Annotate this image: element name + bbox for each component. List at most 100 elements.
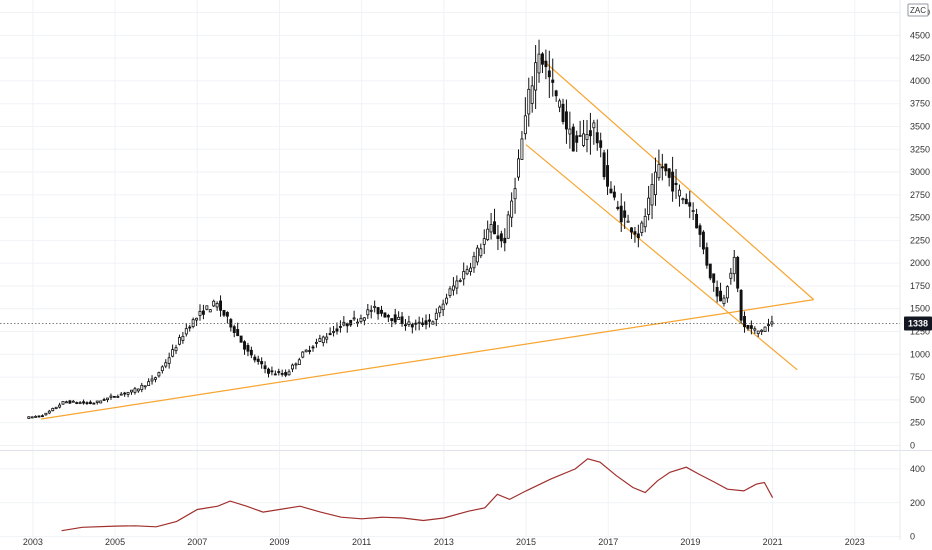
candle-body	[287, 371, 291, 376]
candle-body	[75, 402, 79, 404]
candle-body	[140, 384, 144, 391]
candle-body	[770, 321, 774, 325]
candle-body	[123, 392, 127, 395]
candle-body	[393, 314, 397, 323]
candle-body	[438, 306, 442, 314]
candle-body	[212, 300, 216, 307]
candle-body	[681, 198, 685, 201]
candle-body	[746, 324, 750, 329]
candle-body	[445, 297, 449, 304]
candle-body	[136, 388, 140, 392]
candle-body	[291, 364, 294, 370]
candle-body	[756, 330, 760, 334]
candle-body	[359, 317, 363, 322]
candle-body	[767, 324, 770, 327]
candle-body	[441, 303, 445, 311]
y-tick-label: 2000	[910, 258, 930, 268]
candle-body	[482, 238, 486, 245]
y-tick-label: 2750	[910, 190, 930, 200]
candle-body	[708, 263, 712, 279]
candle-body	[239, 335, 243, 343]
candle-body	[558, 100, 562, 108]
candle-body	[725, 286, 729, 299]
candle-body	[472, 255, 476, 269]
x-tick-label: 2019	[680, 537, 700, 547]
x-tick-label: 2015	[516, 537, 536, 547]
candle-body	[154, 377, 157, 380]
candle-body	[362, 317, 366, 321]
y-tick-label: 3500	[910, 121, 930, 131]
candle-body	[318, 338, 322, 342]
candle-body	[150, 378, 154, 382]
candle-body	[736, 256, 740, 289]
candle-body	[198, 310, 202, 316]
candle-body	[636, 233, 640, 239]
candle-body	[249, 349, 253, 356]
y-tick-label: 2250	[910, 235, 930, 245]
candle-body	[630, 227, 633, 233]
candle-body	[37, 415, 41, 418]
trendline-channel-lower[interactable]	[525, 144, 798, 371]
candle-body	[404, 324, 407, 327]
candle-body	[705, 247, 709, 266]
candle-body	[400, 316, 404, 324]
y-tick-label: 1750	[910, 281, 930, 291]
currency-box	[907, 3, 929, 17]
candle-body	[205, 305, 209, 310]
trendlines[interactable]	[41, 57, 815, 420]
candle-body	[99, 400, 103, 404]
y-tick-label: 1500	[910, 304, 930, 314]
candle-body	[157, 372, 161, 377]
y-tick-label: 3250	[910, 144, 930, 154]
candle-body	[469, 267, 473, 272]
candle-body	[544, 60, 548, 68]
candle-body	[68, 400, 72, 404]
candle-body	[729, 272, 733, 279]
candle-body	[595, 132, 599, 144]
candle-body	[71, 400, 75, 403]
y-tick-label: 0	[910, 440, 915, 450]
candle-body	[177, 337, 181, 345]
candle-body	[551, 79, 555, 83]
x-tick-label: 2023	[845, 537, 865, 547]
candle-body	[109, 395, 113, 398]
candle-body	[749, 325, 753, 329]
candle-body	[715, 286, 719, 297]
candle-body	[585, 134, 589, 140]
candle-body	[390, 318, 394, 321]
candle-body	[612, 191, 616, 198]
candle-body	[133, 388, 137, 393]
y-tick-label: 750	[910, 372, 925, 382]
candle-body	[304, 349, 308, 353]
candle-body	[623, 210, 627, 218]
candle-body	[664, 163, 668, 172]
candle-body	[588, 130, 592, 137]
candle-body	[58, 404, 62, 408]
candle-body	[561, 103, 565, 122]
candle-body	[568, 128, 572, 135]
candle-body	[541, 53, 544, 65]
trendline-channel-upper[interactable]	[540, 57, 815, 301]
candle-body	[311, 346, 315, 349]
indicator-y-tick-label: 200	[910, 498, 925, 508]
candlestick-series	[27, 39, 774, 419]
candle-body	[280, 373, 284, 375]
candle-body	[188, 326, 192, 329]
candle-body	[64, 401, 68, 404]
candle-body	[657, 163, 661, 179]
candle-body	[181, 335, 185, 341]
candle-body	[102, 399, 106, 401]
candle-body	[171, 349, 175, 357]
candle-body	[260, 361, 264, 365]
y-tick-label: 1250	[910, 327, 930, 337]
candle-body	[236, 329, 240, 337]
candle-body	[609, 188, 613, 194]
trendline-support[interactable]	[41, 299, 814, 420]
candle-body	[753, 328, 757, 331]
candle-body	[451, 285, 455, 291]
candle-body	[712, 273, 716, 283]
candle-body	[243, 341, 246, 350]
candle-body	[674, 182, 678, 185]
